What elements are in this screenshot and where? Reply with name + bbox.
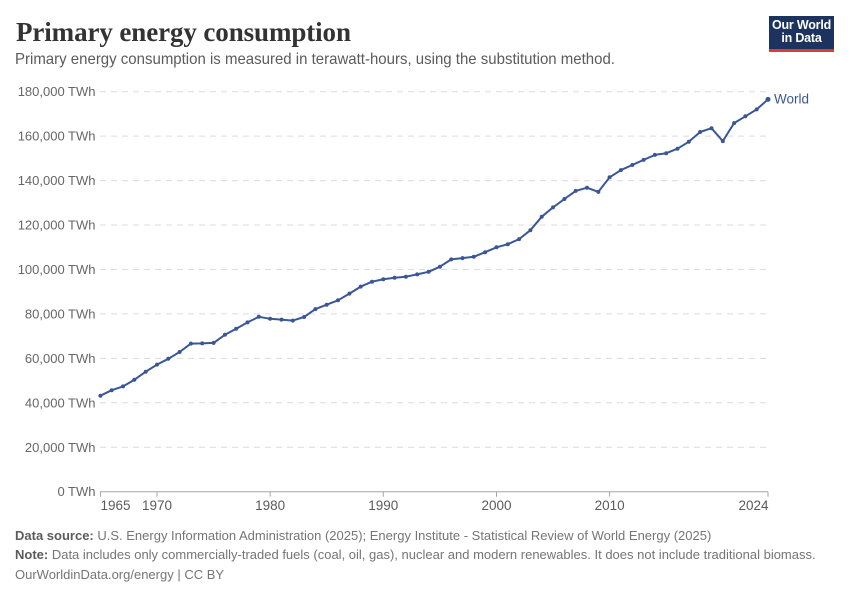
- svg-text:2000: 2000: [481, 498, 511, 513]
- svg-text:100,000 TWh: 100,000 TWh: [18, 262, 96, 277]
- svg-text:2010: 2010: [595, 498, 625, 513]
- svg-text:60,000 TWh: 60,000 TWh: [25, 351, 96, 366]
- svg-text:1990: 1990: [368, 498, 398, 513]
- svg-text:0 TWh: 0 TWh: [57, 484, 95, 499]
- svg-text:World: World: [774, 92, 809, 107]
- svg-text:180,000 TWh: 180,000 TWh: [18, 84, 96, 99]
- svg-text:2024: 2024: [738, 498, 769, 513]
- svg-text:120,000 TWh: 120,000 TWh: [18, 218, 96, 233]
- svg-text:160,000 TWh: 160,000 TWh: [18, 129, 96, 144]
- svg-text:1965: 1965: [101, 498, 131, 513]
- svg-text:20,000 TWh: 20,000 TWh: [25, 440, 96, 455]
- svg-text:1980: 1980: [255, 498, 285, 513]
- svg-text:80,000 TWh: 80,000 TWh: [25, 306, 96, 321]
- svg-text:40,000 TWh: 40,000 TWh: [25, 395, 96, 410]
- svg-text:1970: 1970: [142, 498, 172, 513]
- svg-text:140,000 TWh: 140,000 TWh: [18, 173, 96, 188]
